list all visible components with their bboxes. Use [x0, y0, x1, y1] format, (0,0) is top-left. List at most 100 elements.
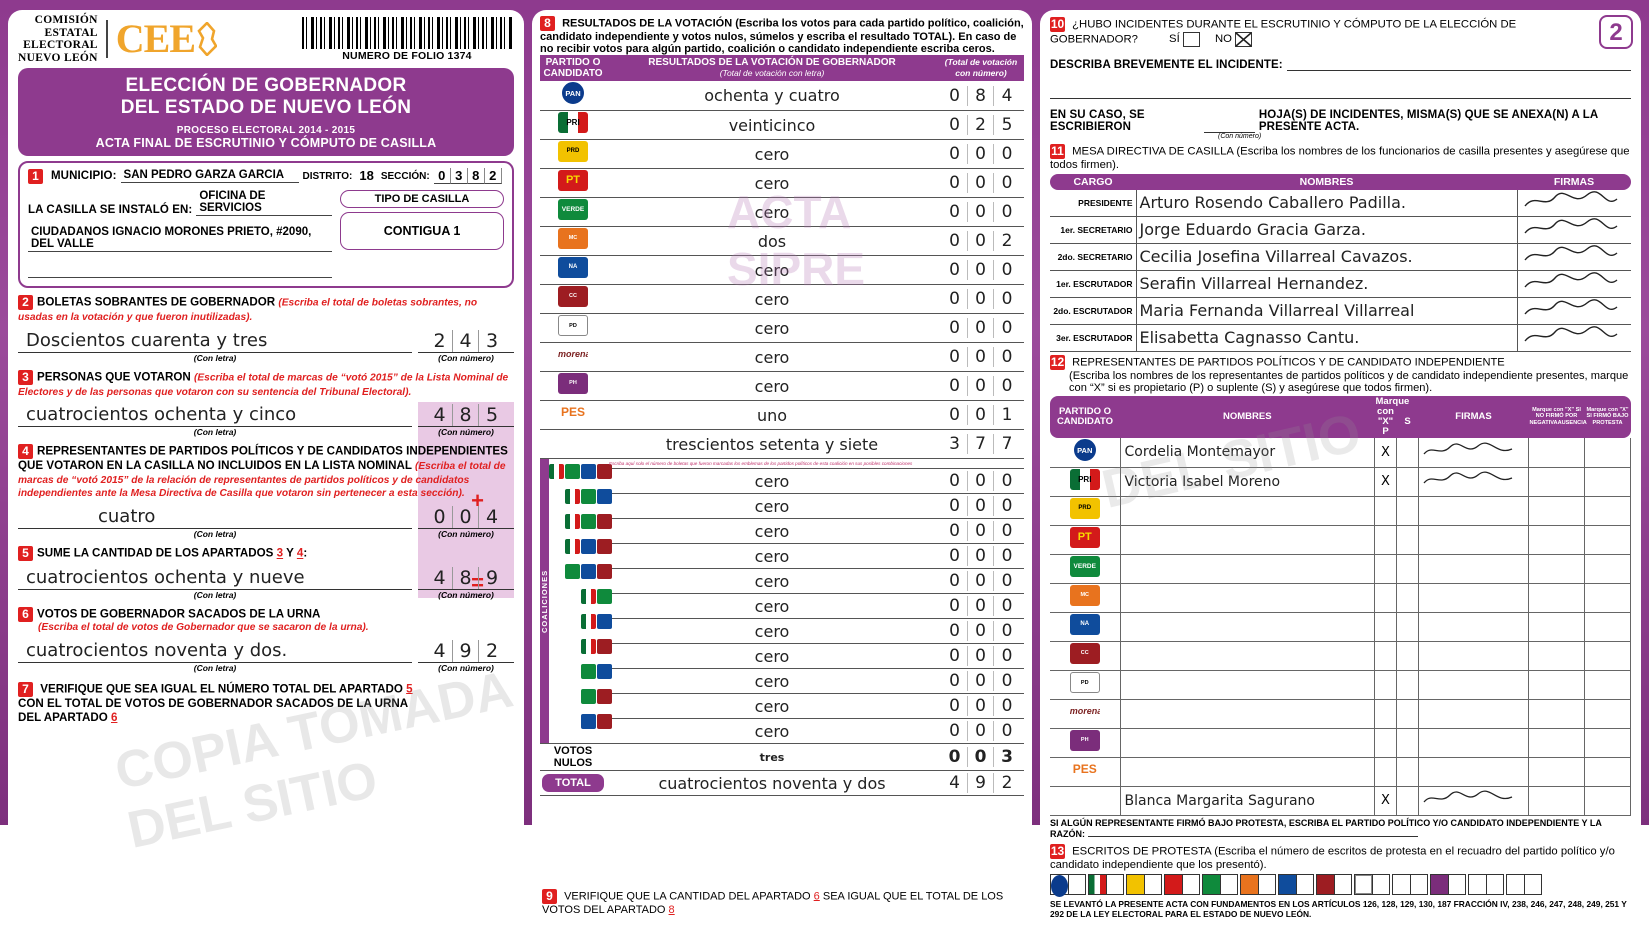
firma-cell[interactable]: [1516, 243, 1631, 271]
firma-cell[interactable]: [1516, 216, 1631, 244]
rep-nombre-cell[interactable]: [1120, 612, 1375, 642]
rep-suplente-cell[interactable]: [1396, 437, 1419, 468]
letra-cell[interactable]: cero: [606, 371, 938, 401]
rep-propietario-cell[interactable]: [1374, 496, 1397, 526]
nombre-cell[interactable]: Jorge Eduardo Gracia Garza.: [1136, 216, 1517, 244]
rep-no-firmo-cell[interactable]: [1528, 786, 1585, 816]
municipio-value[interactable]: SAN PEDRO GARZA GARCIA: [120, 169, 299, 183]
letra-cell[interactable]: uno: [606, 400, 938, 430]
letra-cell[interactable]: cero: [606, 313, 938, 343]
hojas-input[interactable]: [1204, 132, 1255, 133]
protest-count-input[interactable]: [1220, 875, 1237, 894]
rep-protesta-cell[interactable]: [1584, 583, 1631, 613]
rep-no-firmo-cell[interactable]: [1528, 612, 1585, 642]
rep-no-firmo-cell[interactable]: [1528, 467, 1585, 497]
rep-no-firmo-cell[interactable]: [1528, 670, 1585, 700]
rep-propietario-cell[interactable]: X: [1374, 467, 1397, 497]
rep-suplente-cell[interactable]: [1396, 670, 1419, 700]
rep-propietario-cell[interactable]: [1374, 612, 1397, 642]
rep-firma-cell[interactable]: [1418, 612, 1529, 642]
rep-protesta-cell[interactable]: [1584, 467, 1631, 497]
rep-no-firmo-cell[interactable]: [1528, 699, 1585, 729]
rep-nombre-cell[interactable]: [1120, 496, 1375, 526]
section-4-numero-field[interactable]: 0 0 4: [418, 505, 514, 529]
rep-suplente-cell[interactable]: [1396, 728, 1419, 758]
letra-cell[interactable]: cero: [606, 255, 938, 285]
protest-input[interactable]: [1087, 835, 1418, 837]
letra-cell[interactable]: cero: [606, 468, 938, 494]
letra-cell[interactable]: cero: [606, 284, 938, 314]
rep-propietario-cell[interactable]: [1374, 757, 1397, 787]
rep-propietario-cell[interactable]: [1374, 583, 1397, 613]
letra-cell[interactable]: cero: [606, 493, 938, 519]
domicilio-value[interactable]: CIUDADANOS IGNACIO MORONES PRIETO, #2090…: [28, 226, 332, 252]
protest-box[interactable]: [1316, 874, 1352, 895]
firma-cell[interactable]: [1516, 270, 1631, 298]
section-5-letra-field[interactable]: cuatrocientos ochenta y nueve: [18, 564, 412, 590]
no-checkbox[interactable]: [1235, 32, 1253, 47]
protest-box[interactable]: [1126, 874, 1162, 895]
section-2-letra-field[interactable]: Doscientos cuarenta y tres: [18, 327, 412, 353]
rep-firma-cell[interactable]: [1418, 525, 1529, 555]
rep-propietario-cell[interactable]: X: [1374, 437, 1397, 468]
rep-firma-cell[interactable]: [1418, 728, 1529, 758]
rep-nombre-cell[interactable]: [1120, 525, 1375, 555]
rep-firma-cell[interactable]: [1418, 786, 1529, 816]
section-6-letra-field[interactable]: cuatrocientos noventa y dos.: [18, 637, 412, 663]
letra-cell[interactable]: ochenta y cuatro: [606, 81, 938, 111]
rep-no-firmo-cell[interactable]: [1528, 583, 1585, 613]
nombre-cell[interactable]: Serafin Villarreal Hernandez.: [1136, 270, 1517, 298]
protest-box[interactable]: [1240, 874, 1276, 895]
rep-suplente-cell[interactable]: [1396, 583, 1419, 613]
protest-count-input[interactable]: [1524, 875, 1541, 894]
rep-suplente-cell[interactable]: [1396, 554, 1419, 584]
section-5-numero-field[interactable]: 4 8 9: [418, 566, 514, 590]
protest-count-input[interactable]: [1372, 875, 1389, 894]
letra-cell[interactable]: cero: [606, 568, 938, 594]
rep-no-firmo-cell[interactable]: [1528, 496, 1585, 526]
rep-firma-cell[interactable]: [1418, 757, 1529, 787]
letra-cell[interactable]: cero: [606, 139, 938, 169]
rep-firma-cell[interactable]: [1418, 699, 1529, 729]
protest-count-input[interactable]: [1334, 875, 1351, 894]
rep-propietario-cell[interactable]: [1374, 554, 1397, 584]
protest-count-input[interactable]: [1486, 875, 1503, 894]
protest-count-input[interactable]: [1106, 875, 1123, 894]
seccion-digits[interactable]: 0 3 8 2: [433, 168, 502, 184]
letra-cell[interactable]: dos: [606, 226, 938, 256]
rep-protesta-cell[interactable]: [1584, 612, 1631, 642]
rep-propietario-cell[interactable]: [1374, 699, 1397, 729]
letra-cell[interactable]: cero: [606, 518, 938, 544]
firma-cell[interactable]: [1516, 297, 1631, 325]
total-letra[interactable]: cuatrocientos noventa y dos: [606, 770, 938, 796]
protest-box[interactable]: [1354, 874, 1390, 895]
protest-count-input[interactable]: [1296, 875, 1313, 894]
rep-protesta-cell[interactable]: [1584, 641, 1631, 671]
protest-count-input[interactable]: [1258, 875, 1275, 894]
rep-protesta-cell[interactable]: [1584, 554, 1631, 584]
letra-cell[interactable]: cero: [606, 693, 938, 719]
rep-firma-cell[interactable]: [1418, 467, 1529, 497]
protest-box[interactable]: [1088, 874, 1124, 895]
rep-nombre-cell[interactable]: [1120, 554, 1375, 584]
rep-suplente-cell[interactable]: [1396, 467, 1419, 497]
protest-box[interactable]: [1278, 874, 1314, 895]
nombre-cell[interactable]: Cecilia Josefina Villarreal Cavazos.: [1136, 243, 1517, 271]
rep-nombre-cell[interactable]: [1120, 670, 1375, 700]
protest-box[interactable]: [1430, 874, 1466, 895]
letra-cell[interactable]: cero: [606, 342, 938, 372]
